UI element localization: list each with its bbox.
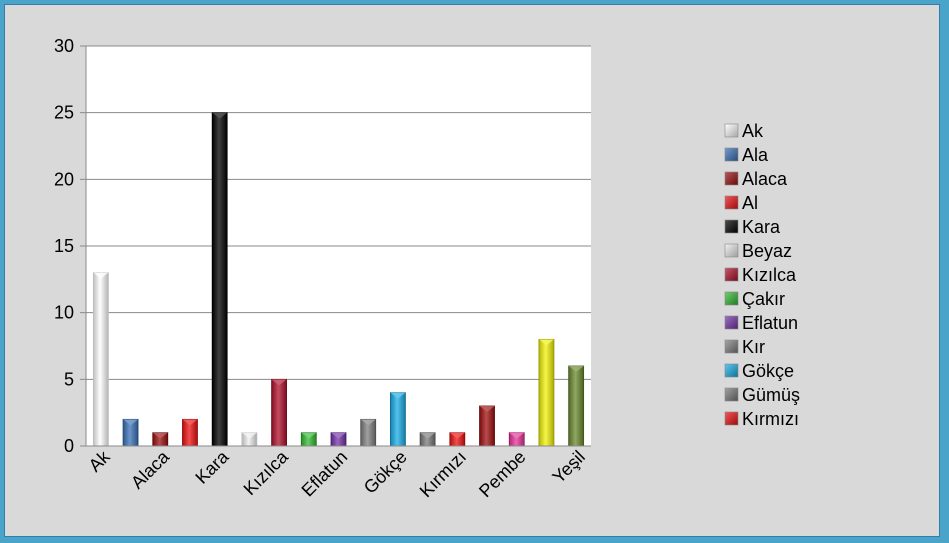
legend-swatch: [724, 411, 739, 426]
legend-label: Gümüş: [742, 385, 800, 405]
bar-cap: [331, 432, 346, 439]
x-tick-label: Eflatun: [298, 447, 352, 501]
y-tick-label: 5: [64, 369, 74, 389]
legend-swatch: [724, 267, 739, 282]
bar-cap: [182, 419, 198, 426]
legend-label: Beyaz: [742, 241, 792, 261]
y-tick-label: 0: [64, 436, 74, 456]
legend-label: Ala: [742, 145, 769, 165]
legend-label: Kırmızı: [742, 409, 799, 429]
legend-label: Kır: [742, 337, 765, 357]
bar-kara: [211, 112, 228, 447]
legend-swatch: [724, 339, 739, 354]
legend-label: Gökçe: [742, 361, 794, 381]
legend-swatch: [724, 195, 739, 210]
y-tick-label: 15: [54, 236, 74, 256]
bar-yeşil: [568, 365, 585, 447]
legend-swatch: [724, 171, 739, 186]
legend-swatch: [724, 243, 739, 258]
legend-label: Eflatun: [742, 313, 798, 333]
bar-cap: [93, 272, 109, 279]
legend-label: Çakır: [742, 289, 785, 309]
x-tick-label: Ak: [85, 446, 115, 476]
bar-cap: [271, 379, 287, 386]
legend-label: Alaca: [742, 169, 788, 189]
legend-swatch: [724, 315, 739, 330]
bar-cap: [509, 432, 525, 439]
bar-sarı: [538, 338, 555, 447]
legend-swatch: [724, 147, 739, 162]
bar-cap: [241, 432, 257, 439]
x-tick-label: Alaca: [127, 446, 174, 493]
y-tick-label: 20: [54, 169, 74, 189]
x-tick-label: Gökçe: [360, 447, 411, 498]
y-tick-label: 10: [54, 303, 74, 323]
bar-cap: [449, 432, 465, 439]
chart-frame: 0 5 10 15 20 25 30 Ak Alaca Kara Kızılca Eflatun Gö…: [4, 4, 940, 537]
bar-ak: [92, 272, 109, 447]
bar-cap: [390, 392, 406, 399]
x-tick-label: Pembe: [475, 447, 529, 501]
legend-label: Ak: [742, 121, 764, 141]
y-tick-label: 30: [54, 36, 74, 56]
bar-cap: [301, 432, 317, 439]
bar-cap: [123, 419, 139, 426]
y-tick-label: 25: [54, 103, 74, 123]
legend-label: Kızılca: [742, 265, 797, 285]
x-tick-label: Kara: [191, 446, 233, 488]
legend-swatch: [724, 123, 739, 138]
x-tick-label: Kızılca: [240, 446, 293, 499]
legend-swatch: [724, 387, 739, 402]
legend-label: Kara: [742, 217, 781, 237]
bar-cap: [360, 419, 376, 426]
x-tick-label: Kırmızı: [416, 447, 470, 501]
bar-cap: [568, 366, 584, 372]
legend-swatch: [724, 291, 739, 306]
legend: Ak Ala Alaca Al Kara Beyaz Kızılca Çakır Eflatun…: [724, 121, 800, 429]
legend-swatch: [724, 219, 739, 234]
bar-kızılca: [271, 378, 287, 447]
bar-cap: [212, 112, 228, 119]
bar-cap: [479, 406, 495, 412]
x-axis: Ak Alaca Kara Kızılca Eflatun Gökçe Kırmızı Pem…: [85, 446, 589, 501]
bars: [86, 112, 591, 447]
bar-cap: [420, 432, 436, 439]
y-axis: 0 5 10 15 20 25 30: [54, 36, 87, 456]
bar-cap: [152, 432, 168, 439]
x-tick-label: Yeşil: [548, 447, 589, 488]
legend-label: Al: [742, 193, 758, 213]
legend-swatch: [724, 363, 739, 378]
bar-cap: [538, 339, 554, 346]
bar-gökçe: [390, 392, 406, 447]
